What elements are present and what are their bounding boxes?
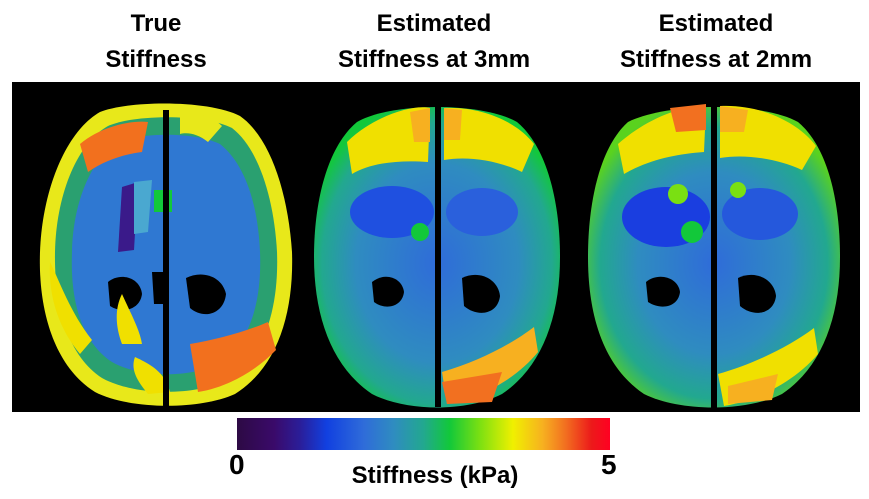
panel2-title: Estimated Stiffness at 3mm <box>318 6 550 78</box>
colorbar-title: Stiffness (kPa) <box>351 462 519 489</box>
panel3-title-line1: Estimated <box>658 10 774 37</box>
image-strip <box>12 82 860 412</box>
colorbar-min-label: 0 <box>229 449 245 480</box>
true-stiffness-map <box>30 82 300 412</box>
stiffness-colorbar <box>237 418 610 450</box>
colorbar-max-label: 5 <box>601 449 617 480</box>
panel3-title: Estimated Stiffness at 2mm <box>600 6 832 78</box>
panel3-title-line2: Stiffness at 2mm <box>619 46 813 73</box>
panel2-title-line1: Estimated <box>376 10 492 37</box>
panel1-title: True Stiffness <box>86 6 226 78</box>
panel2-title-line2: Stiffness at 3mm <box>337 46 531 73</box>
estimated-3mm-map <box>302 82 572 412</box>
panel1-title-line2: Stiffness <box>105 46 207 73</box>
estimated-2mm-map <box>578 82 848 412</box>
panel1-title-line1: True <box>130 10 182 37</box>
